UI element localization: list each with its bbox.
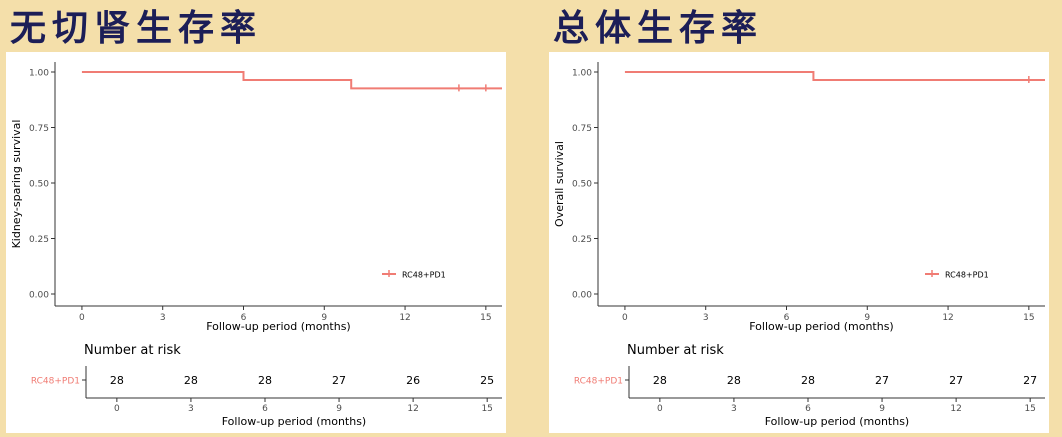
risk-table-x-tick-label: 3 [188,404,194,414]
legend-label: RC48+PD1 [945,271,989,280]
risk-table-x-tick-label: 15 [1024,404,1035,414]
censor-mark [1025,76,1033,83]
risk-table-strata-label: RC48+PD1 [31,377,80,387]
y-tick-label: 0.25 [29,235,49,245]
survival-curve [82,72,502,88]
risk-table-x-tick-label: 0 [114,404,120,414]
risk-table-x-tick-label: 0 [657,404,663,414]
y-tick-label: 0.00 [572,291,592,301]
risk-count: 28 [184,374,198,387]
kidney-sparing-chart: 0.00 0.25 0.50 0.75 1.00 0 3 6 9 12 15 Follow-up pe… [6,52,506,433]
kidney-sparing-chart-svg: 0.00 0.25 0.50 0.75 1.00 0 3 6 9 12 15 Follow-up pe… [6,52,506,433]
risk-table-x-tick-label: 12 [407,404,418,414]
x-tick-label: 3 [160,313,166,323]
overall-survival-chart-svg: 0.00 0.25 0.50 0.75 1.00 0 3 6 9 12 15 Follow-up pe… [549,52,1049,433]
risk-table-x-tick-label: 3 [731,404,737,414]
right-panel-title: 总体生存率 [553,6,763,50]
x-axis-title: Follow-up period (months) [206,320,350,333]
risk-table-title: Number at risk [84,343,181,358]
x-tick-label: 3 [703,313,709,323]
risk-table-x-tick-label: 6 [262,404,268,414]
risk-count: 28 [727,374,741,387]
risk-count: 27 [1023,374,1037,387]
x-axis-title: Follow-up period (months) [749,320,893,333]
y-tick-label: 0.50 [572,180,592,190]
x-tick-label: 15 [480,313,491,323]
risk-table-x-axis-title: Follow-up period (months) [222,415,366,428]
risk-table-x-axis-title: Follow-up period (months) [765,415,909,428]
risk-table-x-tick-label: 6 [805,404,811,414]
risk-count: 27 [332,374,346,387]
y-tick-label: 0.25 [572,235,592,245]
risk-count: 27 [875,374,889,387]
risk-table-x-tick-label: 12 [950,404,961,414]
censor-mark [455,84,463,91]
risk-table-title: Number at risk [627,343,724,358]
x-tick-label: 12 [399,313,410,323]
risk-count: 28 [653,374,667,387]
x-tick-label: 15 [1023,313,1034,323]
risk-count: 26 [406,374,420,387]
y-tick-label: 1.00 [572,69,592,79]
risk-table-x-tick-label: 15 [481,404,492,414]
survival-curve [625,72,1045,80]
risk-table-x-tick-label: 9 [336,404,342,414]
left-panel-title: 无切肾生存率 [10,6,262,50]
y-tick-label: 0.75 [29,124,49,134]
y-tick-label: 0.75 [572,124,592,134]
y-tick-label: 1.00 [29,69,49,79]
censor-mark [482,84,490,91]
x-tick-label: 0 [622,313,628,323]
y-axis-title: Kidney-sparing survival [10,120,23,249]
risk-table-strata-label: RC48+PD1 [574,377,623,387]
y-tick-label: 0.00 [29,291,49,301]
risk-table-x-tick-label: 9 [879,404,885,414]
risk-count: 28 [110,374,124,387]
x-tick-label: 12 [942,313,953,323]
legend-label: RC48+PD1 [402,271,446,280]
risk-count: 25 [480,374,494,387]
y-tick-label: 0.50 [29,180,49,190]
risk-count: 27 [949,374,963,387]
x-tick-label: 0 [79,313,85,323]
y-axis-title: Overall survival [553,141,566,227]
risk-count: 28 [801,374,815,387]
risk-count: 28 [258,374,272,387]
overall-survival-chart: 0.00 0.25 0.50 0.75 1.00 0 3 6 9 12 15 Follow-up pe… [549,52,1049,433]
